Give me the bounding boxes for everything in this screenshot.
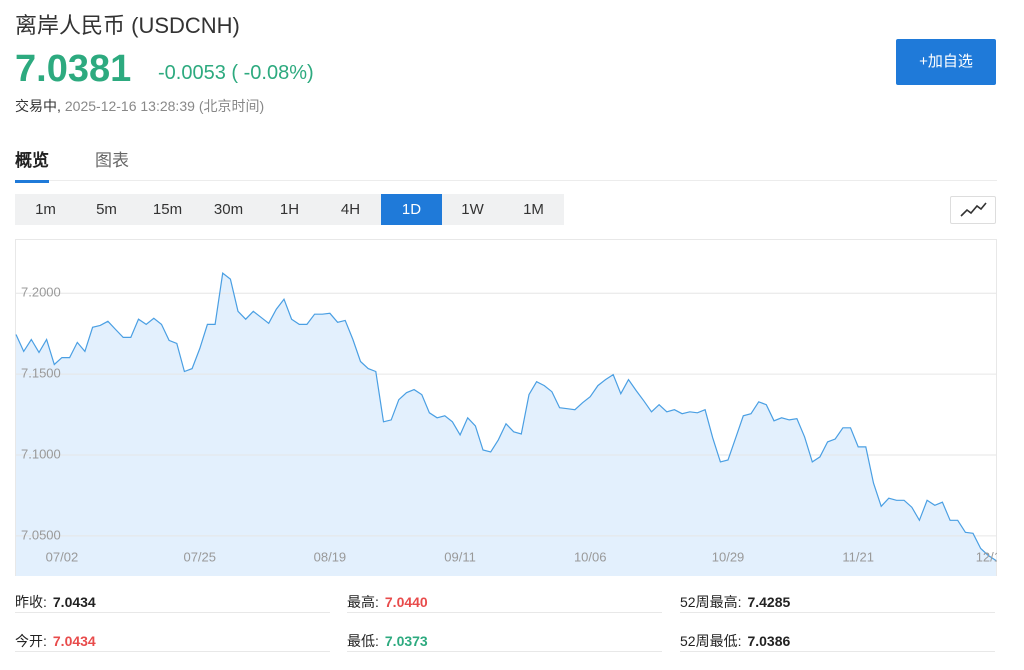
interval-button[interactable]: 15m — [152, 201, 183, 218]
stat-item: 最低: 7.0373 — [347, 631, 662, 652]
interval-button[interactable]: 30m — [213, 201, 244, 218]
timezone: (北京时间) — [198, 98, 265, 114]
price: 7.0381 — [15, 48, 132, 90]
interval-button[interactable]: 1m — [35, 201, 56, 218]
instrument-title: 离岸人民币 (USDCNH) — [15, 13, 240, 38]
x-tick-label: 07/02 — [46, 549, 79, 564]
stat-value: 7.0434 — [52, 633, 96, 649]
x-tick-label: 07/25 — [183, 549, 216, 564]
stat-label: 52周最低: — [680, 633, 742, 649]
stat-value: 7.0386 — [747, 633, 791, 649]
stat-value: 7.0434 — [52, 594, 96, 610]
chart-type-icon — [960, 202, 987, 217]
stat-value: 7.0440 — [384, 594, 428, 610]
interval-button[interactable]: 1H — [279, 201, 300, 218]
x-tick-label: 11/21 — [842, 549, 874, 564]
tab[interactable]: 概览 — [15, 146, 49, 183]
y-tick-label: 7.0500 — [21, 527, 61, 542]
timestamp: 2025-12-16 13:28:39 — [64, 98, 195, 114]
stat-value: 7.4285 — [747, 594, 791, 610]
stat-item: 52周最低: 7.0386 — [680, 631, 995, 652]
x-tick-label: 10/06 — [574, 549, 607, 564]
x-tick-label: 09/11 — [444, 549, 476, 564]
stat-value: 7.0373 — [384, 633, 428, 649]
price-line — [15, 271, 997, 562]
tab[interactable]: 图表 — [95, 151, 129, 170]
chart-type-button[interactable] — [950, 196, 996, 224]
x-tick-label: 10/29 — [712, 549, 745, 564]
y-tick-label: 7.1500 — [21, 366, 61, 381]
stat-item: 昨收: 7.0434 — [15, 592, 330, 613]
trading-status: 交易中, — [15, 98, 61, 114]
x-tick-label: 12/1 — [976, 549, 997, 564]
stat-label: 52周最高: — [680, 594, 742, 610]
tab-bar: 概览 图表 — [15, 144, 997, 183]
stat-label: 昨收: — [15, 594, 47, 610]
stat-label: 今开: — [15, 633, 47, 649]
interval-bar: 1m 5m 15m 30m 1H 4H 1D 1W 1M — [15, 194, 564, 225]
y-tick-label: 7.1000 — [21, 446, 61, 461]
stat-item: 最高: 7.0440 — [347, 592, 662, 613]
interval-button[interactable]: 4H — [340, 201, 361, 218]
price-change: -0.0053 ( -0.08%) — [158, 62, 314, 84]
interval-button[interactable]: 1M — [523, 201, 544, 218]
add-watchlist-button[interactable]: +加自选 — [896, 39, 996, 85]
stat-item: 今开: 7.0434 — [15, 631, 330, 652]
plot: 7.0500 7.1000 7.1500 7.2000 07/02 07/25 08/19 0… — [15, 271, 997, 576]
x-tick-label: 08/19 — [314, 549, 347, 564]
chart: 7.0500 7.1000 7.1500 7.2000 07/02 07/25 08/19 0… — [15, 239, 997, 576]
stat-label: 最高: — [347, 594, 379, 610]
y-tick-label: 7.2000 — [21, 285, 61, 300]
status-line: 交易中, 2025-12-16 13:28:39 (北京时间) — [15, 96, 264, 116]
interval-button[interactable]: 5m — [96, 201, 117, 218]
interval-button[interactable]: 1W — [461, 201, 484, 218]
stat-item: 52周最高: 7.4285 — [680, 592, 995, 613]
interval-button[interactable]: 1D — [381, 194, 442, 225]
stat-label: 最低: — [347, 633, 379, 649]
